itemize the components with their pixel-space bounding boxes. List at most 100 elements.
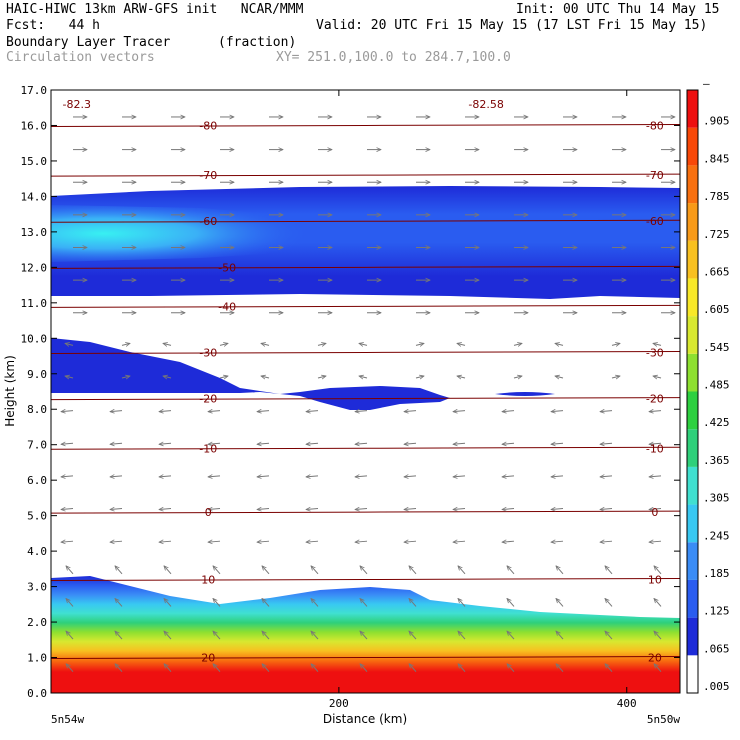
temperature-contour — [51, 173, 680, 177]
colorbar-label: .605 — [703, 303, 730, 316]
y-tick-label: 15.0 — [21, 155, 48, 168]
y-tick-label: 4.0 — [27, 545, 47, 558]
circulation-vector — [555, 343, 564, 345]
circulation-vector — [208, 509, 221, 510]
colorbar-label: .725 — [703, 228, 730, 241]
circulation-vector — [306, 443, 319, 444]
contour-label: 0 — [205, 506, 212, 519]
circulation-vector — [654, 664, 662, 673]
header-line2-left: Fcst: 44 h — [6, 18, 100, 33]
y-tick-label: 6.0 — [27, 474, 47, 487]
circulation-vector — [164, 664, 172, 673]
circulation-vector — [257, 509, 270, 510]
circulation-vector — [551, 509, 564, 510]
circulation-vector — [453, 509, 466, 510]
circulation-vector — [415, 376, 424, 378]
circulation-vector — [654, 566, 662, 575]
contour-labels: -80 -80 -70 -70 -60 -60 -50 -40 -30 -30 -20 -20 -10 -… — [63, 98, 664, 664]
colorbar-swatch — [687, 203, 698, 241]
circulation-vector — [513, 376, 522, 378]
circulation-vector — [360, 631, 368, 640]
y-tick-label: 10.0 — [21, 332, 48, 345]
header-line1-right: Init: 00 UTC Thu 14 May 15 — [516, 2, 720, 17]
contour-label: -40 — [218, 300, 236, 313]
circulation-vector — [649, 443, 662, 444]
circulation-vector — [261, 376, 270, 378]
colorbar-label: .185 — [703, 567, 730, 580]
circulation-vector — [458, 664, 466, 673]
circulation-vector — [404, 541, 417, 542]
temperature-contour — [51, 510, 680, 514]
plot-frame — [50, 89, 681, 694]
circulation-vectors — [61, 117, 675, 673]
y-tick-label: 2.0 — [27, 616, 47, 629]
circulation-vector — [507, 598, 515, 607]
circulation-vector — [355, 509, 368, 510]
circulation-vector — [502, 411, 515, 412]
circulation-vector — [159, 509, 172, 510]
circulation-vector — [415, 343, 424, 345]
circulation-vector — [317, 343, 326, 345]
colorbar-swatch — [687, 353, 698, 392]
circulation-vector — [262, 631, 270, 640]
colorbar-frame — [686, 89, 699, 694]
colorbar-label: .125 — [703, 605, 730, 618]
circulation-vector — [457, 343, 466, 345]
y-tick-label: 7.0 — [27, 439, 47, 452]
contour-label: -10 — [199, 442, 217, 455]
circulation-vector — [649, 411, 662, 412]
circulation-vector — [360, 566, 368, 575]
circulation-vector — [65, 376, 74, 378]
circulation-vector — [556, 598, 564, 607]
colorbar-swatch — [687, 240, 698, 279]
circulation-vector — [409, 664, 417, 673]
colorbar-swatch — [687, 655, 698, 693]
circulation-vector — [257, 476, 270, 477]
circulation-vector — [360, 598, 368, 607]
circulation-vector — [306, 541, 319, 542]
circulation-vector — [458, 631, 466, 640]
circulation-vector — [359, 343, 368, 345]
circulation-vector — [66, 566, 74, 575]
colorbar-swatch — [687, 617, 698, 656]
circulation-vector — [159, 541, 172, 542]
circulation-vector — [551, 541, 564, 542]
circulation-vector — [355, 541, 368, 542]
circulation-vector — [110, 443, 123, 444]
circulation-vector — [507, 631, 515, 640]
x-tick-label: 400 — [617, 697, 637, 710]
temperature-contour — [51, 350, 680, 354]
circulation-vector — [262, 566, 270, 575]
circulation-vector — [355, 411, 368, 412]
x-axis: 200 400 — [329, 90, 637, 710]
colorbar-swatch — [687, 90, 698, 128]
circulation-vector — [61, 541, 74, 542]
circulation-vector — [208, 476, 221, 477]
circulation-vector — [355, 443, 368, 444]
contour-label: -60 — [646, 215, 664, 228]
circulation-vector — [66, 664, 74, 673]
circulation-vector — [404, 476, 417, 477]
circulation-vector — [110, 476, 123, 477]
y-tick-label: 12.0 — [21, 261, 48, 274]
x-tick-label: 200 — [329, 697, 349, 710]
circulation-vector — [513, 343, 522, 345]
xy-range: XY= 251.0,100.0 to 284.7,100.0 — [276, 50, 511, 65]
temperature-contour — [51, 446, 680, 450]
circulation-vector — [453, 541, 466, 542]
circulation-vector — [61, 443, 74, 444]
circulation-vector — [311, 598, 319, 607]
colorbar-label: .425 — [703, 416, 730, 429]
mid-tracer-layer — [51, 338, 450, 410]
circulation-vector — [654, 598, 662, 607]
y-tick-label: 3.0 — [27, 581, 47, 594]
temperature-contour — [51, 219, 680, 223]
circulation-vector — [61, 411, 74, 412]
circulation-vector — [507, 566, 515, 575]
colorbar-label: .665 — [703, 265, 730, 278]
temperature-contour — [51, 304, 680, 308]
circulation-vector — [115, 566, 123, 575]
contour-label: 10 — [648, 573, 662, 586]
contour-label: -50 — [218, 261, 236, 274]
x-end-right: 5n50w — [647, 713, 680, 726]
